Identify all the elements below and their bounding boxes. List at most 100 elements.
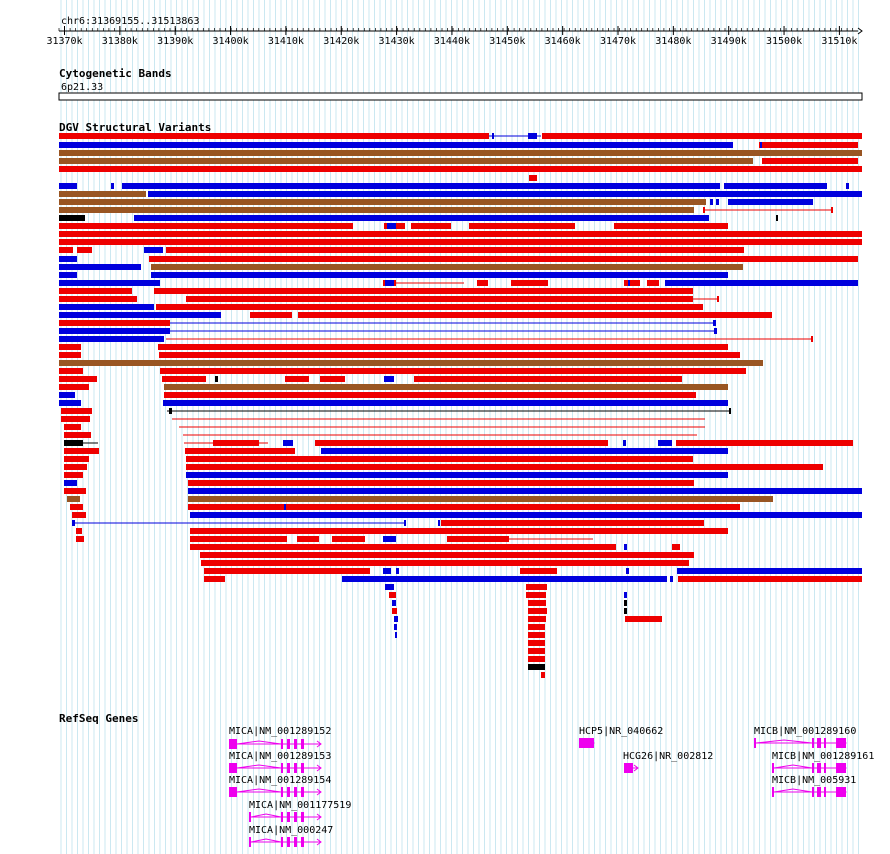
loss-variant[interactable] (154, 288, 693, 294)
gain-variant[interactable] (624, 544, 627, 550)
gene-model[interactable]: HCG26|NR_002812 (623, 751, 713, 773)
complex-variant[interactable] (59, 191, 146, 197)
gain-variant[interactable] (59, 264, 141, 270)
loss-variant[interactable] (526, 592, 546, 598)
complex-variant[interactable] (164, 384, 728, 390)
loss-variant[interactable] (520, 568, 557, 574)
gain-variant[interactable] (658, 440, 672, 446)
gain-variant[interactable] (385, 280, 394, 286)
loss-variant[interactable] (414, 376, 682, 382)
gain-variant[interactable] (59, 400, 81, 406)
loss-variant[interactable] (528, 616, 546, 622)
gain-variant[interactable] (59, 312, 221, 318)
gain-variant[interactable] (283, 440, 293, 446)
gene-model[interactable]: HCP5|NR_040662 (579, 726, 663, 748)
other-variant[interactable] (215, 376, 218, 382)
gain-variant[interactable] (385, 584, 394, 590)
loss-variant[interactable] (528, 600, 546, 606)
gain-variant[interactable] (387, 223, 396, 229)
loss-variant[interactable] (64, 448, 99, 454)
loss-variant[interactable] (59, 384, 89, 390)
loss-variant[interactable] (204, 568, 370, 574)
gain-variant[interactable] (383, 568, 391, 574)
loss-variant[interactable] (447, 536, 509, 542)
loss-variant[interactable] (541, 672, 545, 678)
gene-model[interactable]: MICB|NM_005931 (772, 775, 856, 797)
loss-variant[interactable] (166, 247, 744, 253)
loss-variant[interactable] (703, 207, 705, 213)
gain-variant[interactable] (665, 280, 858, 286)
gain-variant[interactable] (394, 624, 397, 630)
gain-variant[interactable] (728, 199, 813, 205)
loss-variant[interactable] (831, 207, 833, 213)
loss-variant[interactable] (285, 376, 309, 382)
loss-variant[interactable] (64, 456, 89, 462)
loss-variant[interactable] (59, 239, 862, 245)
gain-variant[interactable] (716, 199, 719, 205)
complex-variant[interactable] (188, 496, 773, 502)
loss-variant[interactable] (332, 536, 365, 542)
loss-variant[interactable] (185, 448, 295, 454)
other-variant[interactable] (169, 408, 172, 414)
loss-variant[interactable] (76, 536, 84, 542)
gene-model[interactable]: MICB|NM_001289160 (754, 726, 856, 748)
loss-variant[interactable] (190, 528, 728, 534)
loss-variant[interactable] (529, 175, 537, 181)
cytoband-bar[interactable] (58, 92, 863, 101)
gain-variant[interactable] (59, 272, 77, 278)
complex-variant[interactable] (67, 496, 80, 502)
loss-variant[interactable] (762, 158, 858, 164)
loss-variant[interactable] (59, 223, 353, 229)
loss-variant[interactable] (64, 432, 91, 438)
gain-variant[interactable] (59, 304, 154, 310)
loss-variant[interactable] (204, 576, 225, 582)
loss-variant[interactable] (614, 223, 728, 229)
gain-variant[interactable] (492, 133, 494, 139)
gain-variant[interactable] (713, 320, 716, 326)
loss-variant[interactable] (156, 304, 703, 310)
loss-variant[interactable] (250, 312, 292, 318)
loss-variant[interactable] (441, 520, 704, 526)
complex-variant[interactable] (59, 158, 753, 164)
gain-variant[interactable] (284, 504, 286, 510)
loss-variant[interactable] (59, 288, 132, 294)
gain-variant[interactable] (148, 191, 862, 197)
loss-variant[interactable] (158, 344, 728, 350)
other-variant[interactable] (528, 664, 545, 670)
loss-variant[interactable] (625, 616, 662, 622)
gain-variant[interactable] (111, 183, 114, 189)
gain-variant[interactable] (395, 632, 397, 638)
gene-model[interactable]: MICA|NM_001289154 (229, 775, 331, 797)
loss-variant[interactable] (624, 280, 640, 286)
gene-model[interactable]: MICA|NM_001289153 (229, 751, 331, 773)
gain-variant[interactable] (144, 247, 163, 253)
gain-variant[interactable] (528, 133, 537, 139)
gain-variant[interactable] (321, 448, 728, 454)
other-variant[interactable] (59, 215, 85, 221)
gain-variant[interactable] (624, 592, 627, 598)
loss-variant[interactable] (528, 640, 545, 646)
loss-variant[interactable] (160, 368, 746, 374)
loss-variant[interactable] (320, 376, 345, 382)
loss-variant[interactable] (528, 632, 545, 638)
loss-variant[interactable] (162, 376, 206, 382)
gain-variant[interactable] (396, 568, 399, 574)
loss-variant[interactable] (190, 536, 287, 542)
loss-variant[interactable] (477, 280, 488, 286)
loss-variant[interactable] (59, 166, 862, 172)
loss-variant[interactable] (315, 440, 608, 446)
loss-variant[interactable] (201, 560, 689, 566)
gain-variant[interactable] (404, 520, 406, 526)
other-variant[interactable] (624, 600, 627, 606)
loss-variant[interactable] (76, 528, 82, 534)
loss-variant[interactable] (542, 133, 862, 139)
gain-variant[interactable] (677, 568, 862, 574)
gene-model[interactable]: MICA|NM_001289152 (229, 726, 331, 749)
loss-variant[interactable] (297, 536, 319, 542)
loss-variant[interactable] (469, 223, 575, 229)
gain-variant[interactable] (186, 472, 728, 478)
loss-variant[interactable] (149, 256, 858, 262)
loss-variant[interactable] (511, 280, 548, 286)
loss-variant[interactable] (526, 584, 547, 590)
loss-variant[interactable] (392, 608, 397, 614)
